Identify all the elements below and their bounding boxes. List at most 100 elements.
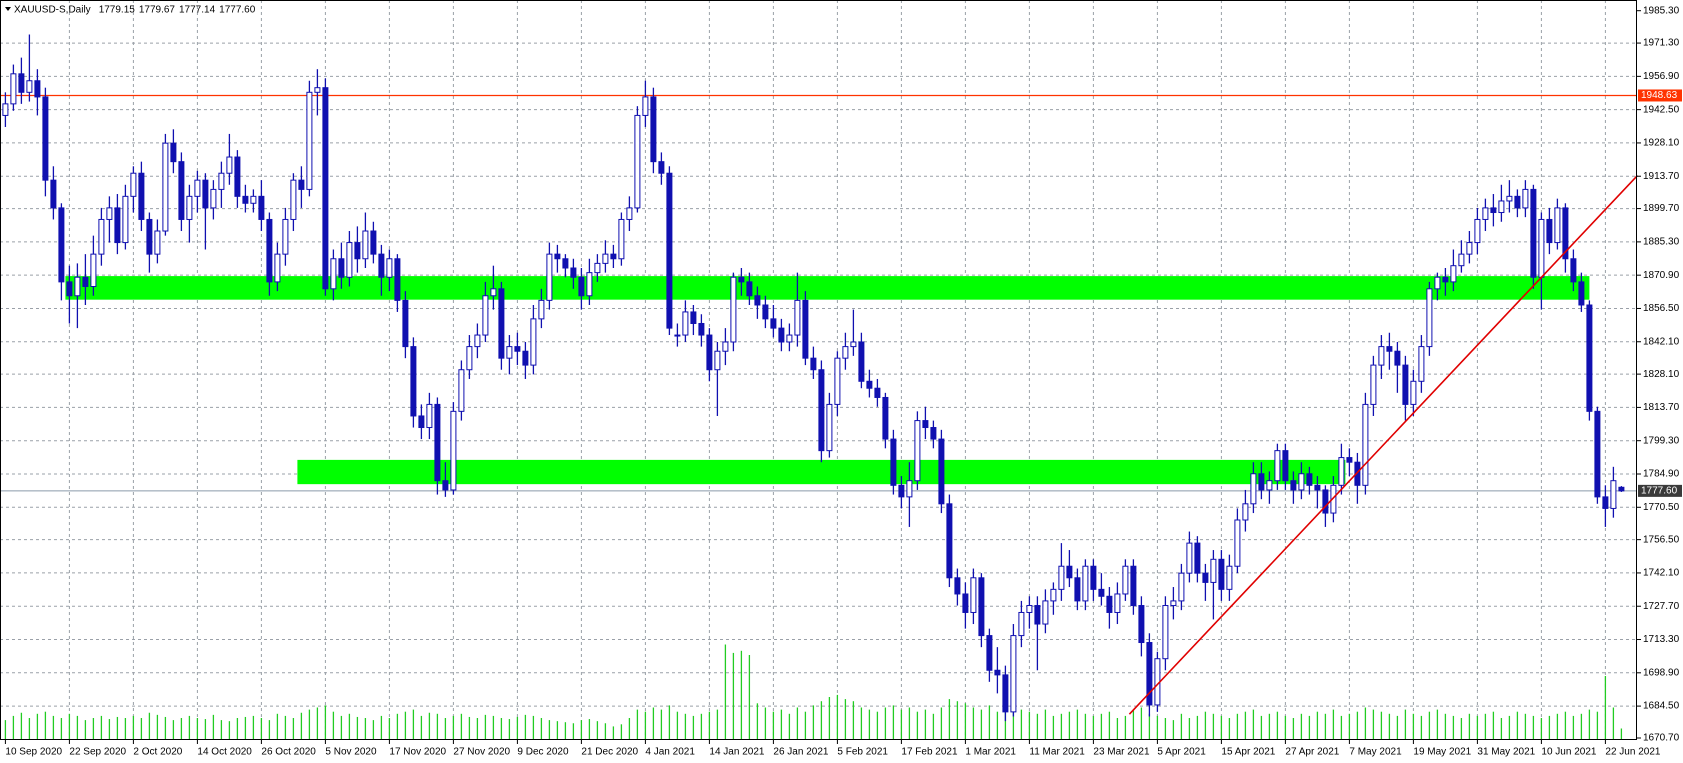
y-tick-label: 1813.70	[1643, 402, 1680, 413]
quote-label: 1777.14	[179, 5, 216, 16]
candle-body	[1042, 600, 1049, 625]
y-tick-label: 1885.30	[1643, 237, 1680, 248]
candle-body	[522, 350, 529, 366]
candle-body	[1274, 450, 1281, 482]
candle-body	[714, 350, 721, 371]
candle-body	[1514, 195, 1521, 209]
x-tick-label: 21 Dec 2020	[581, 747, 638, 758]
candle-body	[490, 288, 497, 297]
candle-body	[946, 503, 953, 579]
candle-body	[18, 73, 25, 93]
candle-body	[1618, 486, 1625, 492]
quote-label: 1777.60	[219, 5, 256, 16]
candle-body	[1482, 207, 1489, 220]
candle-body	[570, 267, 577, 278]
x-tick-label: 19 May 2021	[1413, 747, 1471, 758]
candle-body	[378, 253, 385, 278]
candle-body	[986, 635, 993, 671]
candle-body	[1266, 480, 1273, 491]
y-tick-label: 1870.90	[1643, 270, 1680, 281]
candle-body	[690, 311, 697, 324]
y-tick-label: 1942.50	[1643, 104, 1680, 115]
candle-body	[746, 281, 753, 297]
support-zone	[297, 459, 1346, 485]
candle-body	[266, 218, 273, 283]
candle-body	[930, 427, 937, 440]
candle-body	[738, 276, 745, 283]
y-tick-label: 1828.10	[1643, 369, 1680, 380]
chart-title: XAUUSD-S,Daily	[14, 5, 91, 16]
y-tick-label: 1784.90	[1643, 469, 1680, 480]
candle-body	[1554, 207, 1561, 244]
y-tick-label: 1727.70	[1643, 601, 1680, 612]
candle-body	[594, 262, 601, 274]
candle-body	[162, 142, 169, 232]
candle-body	[186, 195, 193, 220]
candle-body	[146, 218, 153, 255]
candle-body	[786, 334, 793, 343]
candle-body	[1290, 480, 1297, 491]
candle-body	[1610, 480, 1617, 509]
candle-body	[58, 207, 65, 283]
x-tick-label: 10 Sep 2020	[5, 747, 62, 758]
candle-body	[818, 369, 825, 452]
candle-body	[1010, 635, 1017, 713]
candle-body	[178, 161, 185, 220]
candle-body	[1130, 565, 1137, 607]
candle-body	[834, 357, 841, 405]
candle-body	[450, 410, 457, 491]
candle-body	[234, 156, 241, 197]
candle-body	[658, 161, 665, 174]
x-tick-label: 14 Jan 2021	[709, 747, 764, 758]
menu-icon[interactable]	[5, 7, 11, 11]
candle-body	[866, 380, 873, 389]
candle-body	[1466, 242, 1473, 255]
candle-body	[1450, 265, 1457, 283]
candle-body	[226, 156, 233, 174]
candle-body	[314, 87, 321, 93]
candle-body	[850, 341, 857, 348]
candle-body	[810, 357, 817, 371]
candle-body	[1546, 218, 1553, 244]
candle-body	[1426, 288, 1433, 348]
candle-body	[938, 438, 945, 505]
candle-body	[794, 299, 801, 336]
candle-body	[682, 311, 689, 336]
candle-body	[842, 346, 849, 359]
candle-body	[554, 253, 561, 260]
plot-layer	[0, 0, 1638, 740]
candle-body	[882, 396, 889, 440]
candle-body	[858, 341, 865, 382]
candle-body	[1018, 611, 1025, 637]
x-tick-label: 14 Oct 2020	[197, 747, 252, 758]
candle-body	[258, 195, 265, 220]
candle-body	[1370, 364, 1377, 405]
candle-body	[434, 403, 441, 482]
x-tick-label: 5 Apr 2021	[1157, 747, 1206, 758]
candle-body	[82, 276, 89, 288]
candle-body	[1242, 503, 1249, 521]
candle-body	[978, 577, 985, 637]
y-tick-label: 1713.30	[1643, 634, 1680, 645]
y-tick-label: 1756.50	[1643, 534, 1680, 545]
price-tag-label: 1777.60	[1641, 486, 1678, 497]
price-tag	[1638, 484, 1682, 497]
candle-body	[626, 207, 633, 220]
y-tick-label: 1742.10	[1643, 568, 1680, 579]
candle-body	[1586, 304, 1593, 412]
candle-body	[1410, 380, 1417, 405]
candle-body	[874, 387, 881, 398]
candle-body	[514, 346, 521, 352]
candle-body	[1026, 605, 1033, 613]
candle-body	[1002, 674, 1009, 713]
candle-body	[122, 195, 129, 244]
candle-body	[330, 258, 337, 290]
candle-body	[666, 172, 673, 329]
y-tick-label: 1770.50	[1643, 502, 1680, 513]
x-tick-label: 9 Dec 2020	[517, 747, 569, 758]
candle-body	[1106, 595, 1113, 613]
x-tick-label: 11 Mar 2021	[1029, 747, 1085, 758]
x-tick-label: 26 Oct 2020	[261, 747, 316, 758]
candle-body	[1226, 565, 1233, 590]
y-tick-label: 1928.10	[1643, 138, 1680, 149]
